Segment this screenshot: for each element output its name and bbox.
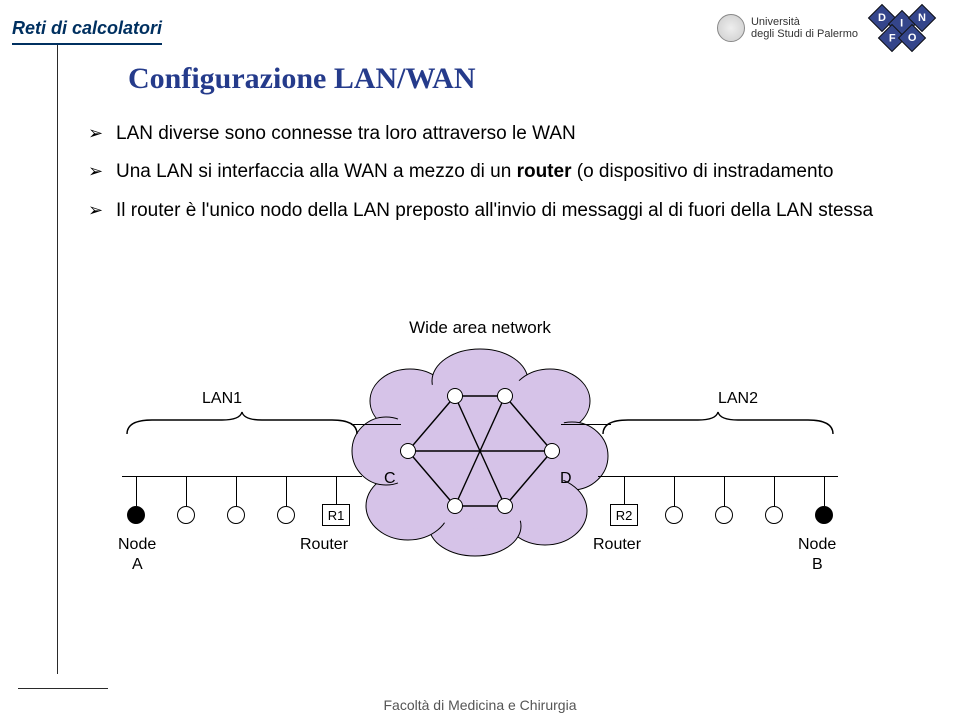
lan2-bus: [598, 476, 838, 477]
drop: [674, 476, 675, 506]
drop: [774, 476, 775, 506]
network-diagram: Wide area network: [140, 318, 820, 648]
logos: Università degli Studi di Palermo D I N …: [717, 6, 942, 50]
node-a-cap2: A: [132, 556, 143, 574]
lan-node: [227, 506, 245, 524]
bullet-item: LAN diverse sono connesse tra loro attra…: [88, 118, 920, 150]
d-label: D: [560, 470, 572, 488]
drop: [286, 476, 287, 506]
cloud-node-d: [544, 443, 560, 459]
router-r1: R1: [322, 504, 350, 526]
cloud-mesh: [400, 386, 560, 516]
course-title: Reti di calcolatori: [12, 18, 162, 45]
lan1-bus: [122, 476, 362, 477]
bullet-list: LAN diverse sono connesse tra loro attra…: [88, 118, 920, 227]
cloud-node-c: [400, 443, 416, 459]
lan2-group: LAN2 R2: [598, 410, 838, 438]
lan1-label: LAN1: [202, 390, 242, 408]
r1-c-link: [351, 424, 401, 425]
cloud-node: [447, 388, 463, 404]
node-b-cap2: B: [812, 556, 823, 574]
bullet-item: Il router è l'unico nodo della LAN prepo…: [88, 195, 920, 227]
router-r2: R2: [610, 504, 638, 526]
drop: [824, 476, 825, 506]
lan1-group: LAN1 R1: [122, 410, 362, 438]
router-keyword: router: [517, 161, 572, 182]
cloud-node: [497, 498, 513, 514]
lan-node: [277, 506, 295, 524]
dinfo-d: D: [878, 12, 886, 24]
lan2-label: LAN2: [718, 390, 758, 408]
lan2-brace: [598, 410, 838, 438]
node-b-dot: [815, 506, 833, 524]
bottom-rule: [18, 688, 108, 689]
node-a-dot: [127, 506, 145, 524]
drop: [136, 476, 137, 506]
lan-node: [665, 506, 683, 524]
wan-cloud: [350, 346, 610, 556]
university-seal-icon: [717, 14, 745, 42]
left-rule: [57, 45, 58, 674]
university-line2: degli Studi di Palermo: [751, 28, 858, 40]
drop: [236, 476, 237, 506]
university-line1: Università: [751, 16, 858, 28]
slide-footer: Facoltà di Medicina e Chirurgia: [0, 697, 960, 713]
drop: [336, 476, 337, 506]
university-logo: Università degli Studi di Palermo: [717, 14, 858, 42]
dinfo-o: O: [908, 32, 917, 44]
lan-node: [765, 506, 783, 524]
bullet-item: Una LAN si interfaccia alla WAN a mezzo …: [88, 156, 920, 188]
dinfo-i: I: [900, 18, 903, 30]
wan-label: Wide area network: [409, 318, 551, 338]
drop: [624, 476, 625, 506]
dinfo-n: N: [918, 12, 926, 24]
cloud-node: [497, 388, 513, 404]
router-cap-right: Router: [593, 536, 641, 554]
node-a-cap1: Node: [118, 536, 156, 554]
router-cap-left: Router: [300, 536, 348, 554]
lan-node: [715, 506, 733, 524]
slide-content: Configurazione LAN/WAN LAN diverse sono …: [88, 62, 920, 233]
slide-title: Configurazione LAN/WAN: [128, 62, 920, 96]
lan1-brace: [122, 410, 362, 438]
dinfo-f: F: [889, 32, 896, 44]
c-label: C: [384, 470, 396, 488]
slide-header: Reti di calcolatori Università degli Stu…: [0, 0, 960, 56]
dinfo-logo: D I N F O: [870, 6, 942, 50]
drop: [724, 476, 725, 506]
drop: [186, 476, 187, 506]
cloud-node: [447, 498, 463, 514]
lan-node: [177, 506, 195, 524]
node-b-cap1: Node: [798, 536, 836, 554]
